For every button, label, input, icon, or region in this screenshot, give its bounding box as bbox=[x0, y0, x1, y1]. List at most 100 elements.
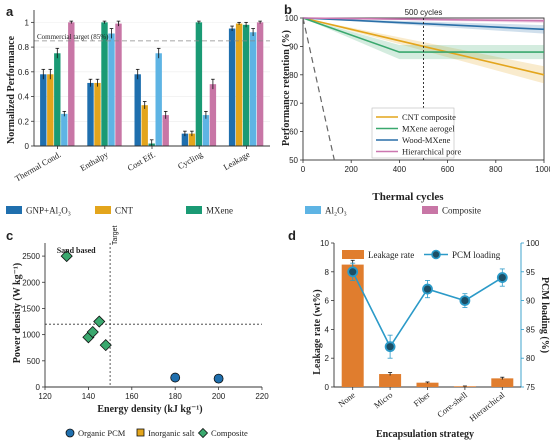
panel-c-x-tick-label: 120 bbox=[38, 392, 52, 401]
panel-b-legend-label: MXene aerogel bbox=[402, 124, 455, 134]
panel-a-y-axis-label: Normalized Performance bbox=[6, 35, 17, 144]
panel-d-x-axis-label: Encapsulation strategy bbox=[376, 429, 474, 440]
panel-d: d Leakage rate (wt%) PCM loading (%) Enc… bbox=[288, 228, 550, 440]
panel-d-line-marker bbox=[459, 295, 471, 307]
panel-d-legend-line-marker bbox=[431, 249, 441, 260]
panel-a: a Normalized Performance Commercial targ… bbox=[6, 4, 270, 183]
panel-a-legend-label: CNT bbox=[115, 206, 134, 216]
panel-b-legend-label: CNT composite bbox=[402, 112, 456, 122]
panel-a-bar bbox=[188, 133, 196, 146]
panel-a-x-tick-label: Thermal Cond. bbox=[13, 149, 63, 183]
panel-a-bar bbox=[47, 74, 54, 146]
panel-d-legend-bar-swatch bbox=[342, 250, 364, 259]
panel-d-bar bbox=[491, 378, 514, 387]
panel-d-x-tick-label: Fiber bbox=[411, 390, 431, 409]
panel-c-x-tick-label: 160 bbox=[125, 392, 139, 401]
panel-a-target-label: Commercial target (85%) bbox=[37, 33, 109, 41]
panel-a-bar bbox=[94, 82, 101, 146]
panel-b-y-tick-label: 50 bbox=[289, 156, 298, 165]
panel-a-bar bbox=[202, 115, 210, 146]
panel-c-x-tick-label: 220 bbox=[255, 392, 269, 401]
panel-c-y-tick-label: 500 bbox=[27, 357, 41, 366]
panel-d-x-tick-label: Core-shell bbox=[435, 389, 470, 419]
panel-d-left-tick-label: 4 bbox=[325, 325, 330, 334]
panel-a-bar bbox=[256, 22, 264, 147]
panel-b-x-tick-label: 800 bbox=[489, 165, 503, 174]
panel-a-legend-swatch bbox=[95, 206, 111, 214]
panel-d-x-tick-label: None bbox=[336, 390, 357, 409]
panel-a-bar bbox=[87, 82, 94, 146]
panel-d-line-marker bbox=[384, 341, 396, 353]
panel-c-x-tick-label: 140 bbox=[82, 392, 96, 401]
panel-c-y-tick-label: 1000 bbox=[22, 331, 40, 340]
panel-a-bar bbox=[162, 115, 169, 146]
panel-a-bar bbox=[68, 22, 75, 147]
panel-a-legend-swatch bbox=[6, 206, 22, 214]
panel-a-legend-swatch bbox=[186, 206, 202, 214]
panel-a-y-tick-label: 1 bbox=[25, 18, 30, 27]
panel-c-y-tick-label: 2500 bbox=[22, 252, 40, 261]
panel-a-bar bbox=[115, 23, 122, 147]
panel-a-bar bbox=[242, 24, 250, 146]
panel-b-legend-label: Wood-MXene bbox=[402, 135, 451, 145]
panel-c-legend-marker-diamond bbox=[197, 427, 209, 439]
panel-b-dashed-decline-line bbox=[302, 17, 335, 161]
panel-a-bar bbox=[134, 74, 141, 146]
panel-d-right-tick-label: 100 bbox=[526, 239, 540, 248]
panel-a-y-tick-label: 0.2 bbox=[18, 117, 30, 126]
panel-d-bar bbox=[416, 382, 439, 387]
panel-d-right-tick-label: 95 bbox=[526, 268, 535, 277]
panel-c-legend-marker-square bbox=[136, 428, 145, 437]
panel-d-bar bbox=[379, 374, 402, 387]
panel-a-bar bbox=[195, 22, 203, 147]
panel-c-point-composite bbox=[60, 250, 73, 263]
panel-d-legend-label: PCM loading bbox=[452, 250, 501, 260]
panel-c-x-axis-label: Energy density (kJ kg⁻¹) bbox=[97, 404, 202, 415]
panel-d-bar bbox=[453, 386, 476, 387]
panel-c-x-tick-label: 180 bbox=[169, 392, 183, 401]
panel-d-right-axis-label: PCM loading (%) bbox=[539, 277, 550, 353]
panel-a-bar bbox=[249, 32, 257, 146]
panel-b-label: b bbox=[284, 2, 292, 17]
panel-a-legend-swatch bbox=[305, 206, 321, 214]
panel-d-left-tick-label: 10 bbox=[320, 239, 329, 248]
panel-a-legend-swatch bbox=[422, 206, 438, 214]
panel-b-y-tick-label: 90 bbox=[289, 42, 298, 51]
panel-d-left-tick-label: 8 bbox=[325, 268, 330, 277]
panel-d-right-tick-label: 90 bbox=[526, 297, 535, 306]
panel-c-legend: Organic PCM Inorganic salt Composite bbox=[65, 427, 248, 439]
panel-a-x-tick-label: Cycling bbox=[176, 149, 205, 171]
panel-d-right-tick-label: 85 bbox=[526, 325, 535, 334]
panel-b-y-tick-label: 70 bbox=[289, 99, 298, 108]
panel-a-bar bbox=[108, 33, 115, 147]
panel-d-right-tick-label: 80 bbox=[526, 354, 535, 363]
panel-a-legend-label: Al₂O₃ bbox=[325, 206, 347, 216]
panel-a-bar bbox=[228, 28, 236, 146]
panel-b-x-axis-label: Thermal cycles bbox=[372, 191, 444, 203]
panel-a-bar bbox=[155, 53, 162, 146]
panel-b-y-axis-label: Performance retention (%) bbox=[281, 30, 292, 146]
panel-c-legend-label: Inorganic salt bbox=[148, 428, 195, 438]
panel-b: b Performance retention (%) Thermal cycl… bbox=[281, 2, 550, 203]
panel-a-bar bbox=[61, 113, 68, 146]
panel-a-x-tick-label: Cost Eff. bbox=[126, 149, 157, 173]
panel-c-label: c bbox=[6, 228, 13, 243]
panel-b-x-tick-label: 0 bbox=[301, 165, 306, 174]
panel-a-bar bbox=[54, 53, 61, 146]
panel-c-y-axis-label: Power density (W kg⁻¹) bbox=[12, 263, 23, 363]
panel-a-y-tick-label: 0.6 bbox=[18, 68, 30, 77]
panel-b-legend-label: Hierarchical pore bbox=[402, 147, 461, 157]
panel-d-bar bbox=[341, 264, 364, 387]
panel-d-line-marker bbox=[347, 266, 359, 278]
panel-c-legend-label: Composite bbox=[211, 428, 248, 438]
panel-a-y-tick-label: 0 bbox=[25, 142, 30, 151]
panel-d-right-tick-label: 75 bbox=[526, 383, 535, 392]
panel-c-legend-marker-circle bbox=[65, 428, 75, 438]
panel-d-left-axis-label: Leakage rate (wt%) bbox=[312, 289, 323, 375]
panel-c: c Power density (W kg⁻¹) Energy density … bbox=[6, 225, 269, 439]
panel-c-point-composite bbox=[86, 325, 99, 339]
panel-a-legend: GNP+Al₂O₃ CNT MXene Al₂O₃ Composite bbox=[6, 206, 481, 216]
panel-a-y-tick-label: 0.8 bbox=[18, 43, 30, 52]
panel-d-legend: Leakage rate PCM loading bbox=[342, 249, 501, 260]
